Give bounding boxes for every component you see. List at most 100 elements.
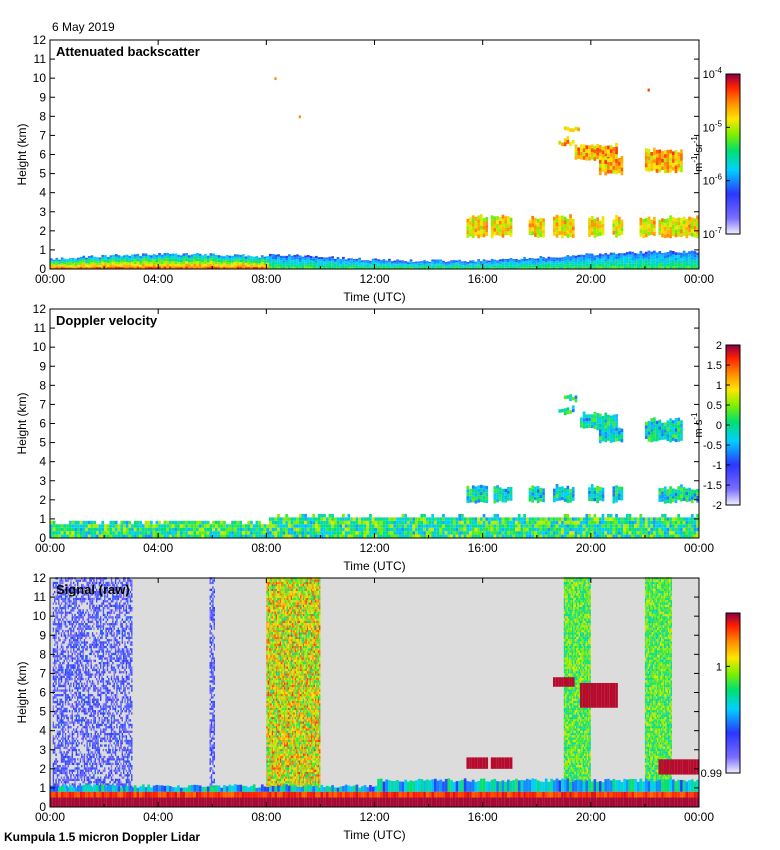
data-cell <box>59 664 61 667</box>
data-cell <box>663 493 667 497</box>
data-cell <box>685 234 689 239</box>
data-cell <box>615 517 618 521</box>
data-cell <box>70 758 72 761</box>
data-cell <box>377 259 380 261</box>
data-cell <box>498 260 502 263</box>
data-cell <box>496 266 499 268</box>
data-cell <box>117 266 121 269</box>
data-cell <box>634 527 637 532</box>
data-cell <box>196 520 199 525</box>
data-cell <box>79 527 83 532</box>
data-cell <box>75 623 78 626</box>
data-cell <box>360 264 364 267</box>
data-cell <box>67 650 69 653</box>
data-cell <box>120 264 124 267</box>
data-cell <box>66 680 68 683</box>
data-cell <box>296 261 299 265</box>
data-cell <box>77 263 80 266</box>
data-cell <box>607 149 610 154</box>
data-cell <box>77 652 79 656</box>
data-cell <box>690 520 694 525</box>
data-cell <box>285 262 288 265</box>
data-cell <box>604 255 608 259</box>
data-cell <box>680 534 683 538</box>
data-cell <box>412 263 416 265</box>
data-cell <box>596 419 599 424</box>
data-cell <box>220 262 224 265</box>
data-cell <box>58 527 61 532</box>
data-cell <box>366 527 370 532</box>
data-cell <box>493 531 497 535</box>
data-cell <box>58 611 60 614</box>
data-cell <box>60 758 63 761</box>
data-cell <box>682 256 686 260</box>
data-cell <box>59 771 61 775</box>
data-cell <box>598 231 602 236</box>
data-cell <box>658 498 662 502</box>
data-cell <box>71 613 73 617</box>
data-cell <box>317 531 321 535</box>
data-cell <box>62 728 64 731</box>
data-cell <box>52 673 55 676</box>
data-cell <box>536 230 540 235</box>
data-cell <box>669 164 672 169</box>
data-cell <box>590 216 594 220</box>
data-cell <box>71 652 73 656</box>
data-cell <box>58 264 61 266</box>
data-cell <box>54 677 56 681</box>
data-cell <box>352 531 356 535</box>
data-cell <box>241 256 245 260</box>
data-cell <box>163 253 167 256</box>
data-cell <box>531 219 535 224</box>
data-cell <box>58 716 60 720</box>
data-cell <box>114 524 118 528</box>
data-cell <box>693 524 697 528</box>
data-cell <box>447 262 451 264</box>
data-cell <box>260 262 264 265</box>
data-cell <box>58 726 60 729</box>
data-cell <box>485 492 489 497</box>
data-cell <box>661 527 664 532</box>
data-cell <box>360 260 364 262</box>
data-cell <box>66 762 68 766</box>
data-cell <box>52 611 55 614</box>
data-cell <box>658 257 662 261</box>
data-cell <box>52 778 55 782</box>
y-tick-label: 0 <box>39 262 46 276</box>
data-cell <box>555 534 559 538</box>
data-cell <box>669 215 672 220</box>
data-cell <box>369 267 372 269</box>
data-cell <box>509 267 513 269</box>
data-cell <box>312 520 316 525</box>
data-cell <box>423 263 426 265</box>
data-cell <box>67 632 69 635</box>
data-cell <box>114 261 118 265</box>
data-cell <box>636 261 640 264</box>
data-cell <box>471 492 475 496</box>
data-cell <box>663 513 667 518</box>
data-cell <box>593 494 597 498</box>
data-cell <box>482 488 486 493</box>
data-cell <box>128 531 132 535</box>
data-cell <box>67 661 69 665</box>
data-cell <box>68 760 71 763</box>
data-cell <box>569 517 572 521</box>
data-cell <box>569 217 572 222</box>
data-cell <box>323 524 326 528</box>
data-cell <box>569 520 572 525</box>
data-cell <box>72 728 75 731</box>
data-cell <box>55 760 57 763</box>
data-cell <box>625 520 629 525</box>
data-cell <box>95 527 99 532</box>
data-cell <box>382 259 386 261</box>
data-cell <box>193 527 197 532</box>
data-cell <box>82 527 86 532</box>
data-cell <box>598 439 602 444</box>
data-cell <box>70 671 72 674</box>
data-cell <box>612 227 616 231</box>
data-cell <box>133 264 137 267</box>
data-cell <box>68 671 71 674</box>
data-cell <box>52 586 55 589</box>
data-cell <box>550 259 553 262</box>
data-cell <box>296 266 299 269</box>
